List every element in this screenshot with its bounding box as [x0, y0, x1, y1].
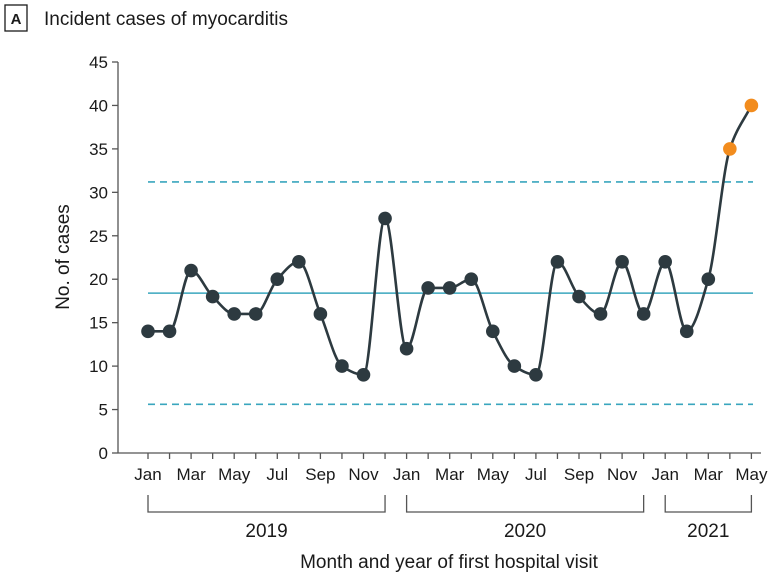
x-tick-label: Mar — [435, 465, 465, 484]
data-point — [658, 255, 672, 269]
x-tick-label: Jul — [266, 465, 288, 484]
x-tick-label: Nov — [607, 465, 638, 484]
data-point — [248, 307, 263, 321]
year-label: 2020 — [504, 521, 546, 542]
x-tick-label: Jul — [525, 465, 547, 484]
y-tick-label: 30 — [89, 183, 108, 202]
y-tick-label: 10 — [89, 357, 108, 376]
series-line — [148, 104, 753, 377]
year-bracket — [405, 495, 645, 513]
data-point-highlight — [723, 142, 737, 156]
x-tick-label: Mar — [176, 465, 206, 484]
x-tick-label: Nov — [348, 465, 379, 484]
x-tick-label: Sep — [564, 465, 594, 484]
y-tick-label: 45 — [89, 53, 108, 72]
data-point — [313, 307, 328, 321]
year-bracket — [147, 495, 386, 513]
data-point — [701, 272, 716, 287]
x-tick-label: May — [218, 465, 251, 484]
data-point — [550, 255, 565, 269]
panel-letter-box — [4, 4, 28, 32]
data-point — [227, 307, 241, 321]
data-point — [184, 263, 198, 278]
x-tick-label: Mar — [694, 465, 724, 484]
data-point — [679, 324, 694, 339]
data-point — [356, 368, 371, 382]
data-point — [507, 359, 522, 373]
y-tick-label: 15 — [89, 314, 108, 333]
data-point — [572, 289, 586, 304]
y-tick-label: 35 — [89, 140, 108, 159]
data-point — [615, 255, 629, 269]
x-axis-title: Month and year of first hospital visit — [300, 552, 599, 573]
data-point-highlight — [744, 98, 759, 113]
data-point — [636, 307, 651, 321]
y-tick-label: 25 — [89, 227, 108, 246]
data-point — [270, 272, 285, 287]
data-point — [292, 255, 306, 269]
x-tick-label: Sep — [305, 465, 335, 484]
data-point — [399, 341, 414, 356]
y-tick-label: 20 — [89, 270, 108, 289]
year-label: 2021 — [687, 521, 729, 542]
data-point — [464, 272, 479, 287]
x-tick-label: Jan — [651, 465, 678, 484]
data-point — [378, 211, 392, 226]
y-tick-label: 40 — [89, 96, 108, 115]
data-point — [442, 281, 457, 295]
y-tick-label: 0 — [99, 444, 108, 463]
data-point — [421, 281, 435, 295]
x-tick-label: May — [477, 465, 510, 484]
data-point — [162, 324, 177, 339]
data-point — [141, 324, 155, 339]
data-point — [335, 359, 349, 373]
data-point — [529, 368, 543, 382]
data-point — [205, 289, 220, 304]
y-tick-label: 5 — [99, 401, 108, 420]
y-axis-title: No. of cases — [53, 204, 74, 310]
data-point — [486, 324, 500, 339]
x-tick-label: Jan — [393, 465, 420, 484]
chart-title: Incident cases of myocarditis — [44, 9, 288, 30]
x-tick-label: May — [735, 465, 768, 484]
data-point — [593, 307, 608, 321]
panel-letter: A — [11, 11, 22, 28]
year-label: 2019 — [245, 521, 287, 542]
x-tick-label: Jan — [134, 465, 161, 484]
year-bracket — [664, 495, 753, 513]
